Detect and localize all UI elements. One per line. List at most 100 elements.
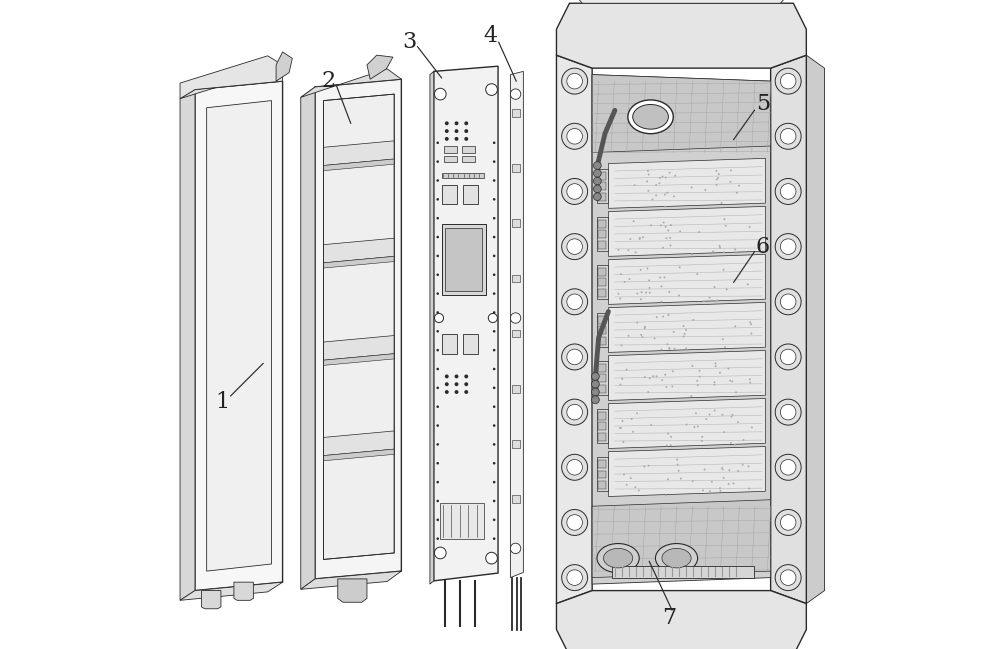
- Circle shape: [493, 217, 495, 219]
- Circle shape: [562, 178, 588, 204]
- Circle shape: [696, 273, 698, 275]
- Circle shape: [640, 334, 642, 336]
- Circle shape: [436, 537, 439, 540]
- Circle shape: [709, 413, 710, 415]
- Circle shape: [636, 293, 638, 295]
- Circle shape: [622, 441, 624, 443]
- Circle shape: [656, 316, 658, 318]
- Circle shape: [640, 299, 642, 300]
- Circle shape: [436, 462, 439, 465]
- Bar: [512, 164, 520, 172]
- Circle shape: [717, 177, 719, 179]
- Circle shape: [436, 406, 439, 408]
- Circle shape: [436, 273, 439, 276]
- Circle shape: [621, 378, 623, 380]
- Circle shape: [464, 129, 468, 133]
- Polygon shape: [323, 354, 394, 365]
- Circle shape: [644, 326, 646, 328]
- Circle shape: [436, 292, 439, 295]
- Circle shape: [701, 440, 703, 442]
- Polygon shape: [301, 571, 401, 589]
- Polygon shape: [276, 52, 292, 81]
- Circle shape: [780, 459, 796, 475]
- Circle shape: [748, 465, 749, 467]
- Circle shape: [648, 280, 650, 282]
- Text: 2: 2: [321, 70, 335, 92]
- Circle shape: [668, 347, 670, 349]
- Circle shape: [667, 314, 669, 316]
- Circle shape: [493, 349, 495, 352]
- Circle shape: [713, 286, 715, 288]
- Circle shape: [732, 413, 734, 415]
- Circle shape: [493, 198, 495, 201]
- Circle shape: [719, 245, 721, 247]
- Polygon shape: [338, 579, 367, 602]
- Circle shape: [567, 129, 582, 144]
- Bar: [598, 220, 606, 228]
- Circle shape: [493, 519, 495, 521]
- Polygon shape: [556, 591, 806, 649]
- Circle shape: [729, 181, 731, 183]
- Bar: [598, 182, 606, 190]
- Circle shape: [445, 121, 449, 125]
- Circle shape: [665, 177, 667, 178]
- Circle shape: [775, 509, 801, 535]
- Circle shape: [629, 238, 631, 240]
- Circle shape: [493, 273, 495, 276]
- Circle shape: [631, 418, 633, 420]
- Circle shape: [636, 412, 638, 414]
- Circle shape: [445, 382, 449, 386]
- Circle shape: [683, 336, 685, 337]
- Circle shape: [628, 335, 630, 337]
- Circle shape: [648, 465, 650, 467]
- Circle shape: [775, 178, 801, 204]
- Circle shape: [562, 289, 588, 315]
- Bar: [598, 172, 606, 180]
- Circle shape: [723, 477, 725, 479]
- Circle shape: [718, 173, 720, 175]
- Circle shape: [743, 439, 744, 441]
- Bar: [512, 330, 520, 337]
- Circle shape: [618, 293, 619, 295]
- Circle shape: [640, 269, 642, 271]
- Circle shape: [567, 404, 582, 420]
- Circle shape: [436, 387, 439, 389]
- Circle shape: [723, 269, 724, 271]
- Polygon shape: [323, 431, 394, 456]
- Circle shape: [645, 291, 647, 293]
- Bar: [598, 385, 606, 393]
- Bar: [463, 185, 478, 204]
- Circle shape: [726, 288, 728, 290]
- Circle shape: [486, 84, 497, 95]
- Circle shape: [567, 184, 582, 199]
- Polygon shape: [608, 158, 765, 208]
- Circle shape: [619, 384, 621, 386]
- Circle shape: [493, 537, 495, 540]
- Circle shape: [737, 470, 739, 472]
- Polygon shape: [608, 206, 765, 256]
- Circle shape: [634, 486, 636, 488]
- Circle shape: [488, 313, 497, 323]
- Circle shape: [658, 182, 660, 184]
- Polygon shape: [550, 0, 813, 3]
- Circle shape: [510, 89, 521, 99]
- Circle shape: [674, 175, 676, 177]
- Polygon shape: [592, 500, 771, 578]
- Circle shape: [736, 191, 738, 193]
- Circle shape: [664, 193, 666, 195]
- Circle shape: [665, 226, 667, 228]
- Circle shape: [780, 73, 796, 89]
- Circle shape: [684, 333, 686, 335]
- Circle shape: [717, 299, 719, 301]
- Polygon shape: [608, 447, 765, 496]
- Circle shape: [436, 179, 439, 182]
- Circle shape: [486, 552, 497, 564]
- Circle shape: [676, 459, 678, 461]
- Circle shape: [620, 427, 622, 429]
- Circle shape: [593, 169, 601, 177]
- Circle shape: [663, 276, 665, 278]
- Circle shape: [667, 230, 669, 232]
- Circle shape: [648, 173, 650, 175]
- Circle shape: [493, 311, 495, 313]
- Circle shape: [780, 515, 796, 530]
